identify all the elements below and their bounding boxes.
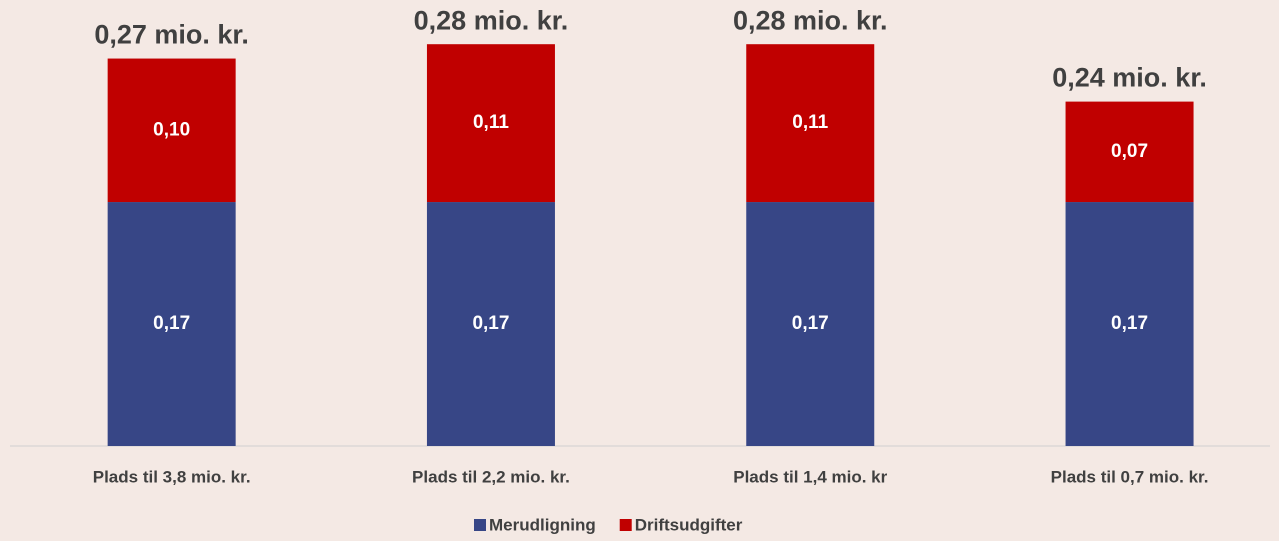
bar-segment (426, 202, 555, 446)
data-label: 0,11 (792, 112, 828, 133)
bar-segment (746, 202, 875, 446)
bar-segment (1065, 101, 1194, 203)
legend-label: Merudligning (489, 515, 596, 534)
bar-segment (107, 58, 236, 203)
bar-segment (746, 44, 875, 203)
data-label: 0,07 (1111, 141, 1148, 162)
data-label: 0,17 (472, 313, 509, 334)
bar-segment (1065, 202, 1194, 446)
total-label: 0,24 mio. kr. (1052, 63, 1207, 93)
bar-segment (426, 44, 555, 203)
bar-segment (107, 202, 236, 446)
data-label: 0,17 (792, 313, 829, 334)
legend-label: Driftsudgifter (635, 515, 743, 534)
legend-swatch (474, 519, 486, 531)
total-label: 0,27 mio. kr. (94, 20, 249, 50)
x-tick-label: Plads til 3,8 mio. kr. (93, 467, 251, 486)
data-label: 0,17 (1111, 313, 1148, 334)
data-label: 0,11 (473, 112, 509, 133)
x-tick-label: Plads til 2,2 mio. kr. (412, 467, 570, 486)
legend-swatch (619, 519, 632, 531)
x-tick-label: Plads til 1,4 mio. kr (733, 467, 887, 486)
data-label: 0,10 (153, 119, 190, 140)
total-label: 0,28 mio. kr. (733, 5, 888, 35)
total-label: 0,28 mio. kr. (414, 5, 569, 35)
data-label: 0,17 (153, 313, 190, 334)
x-tick-label: Plads til 0,7 mio. kr. (1051, 467, 1209, 486)
